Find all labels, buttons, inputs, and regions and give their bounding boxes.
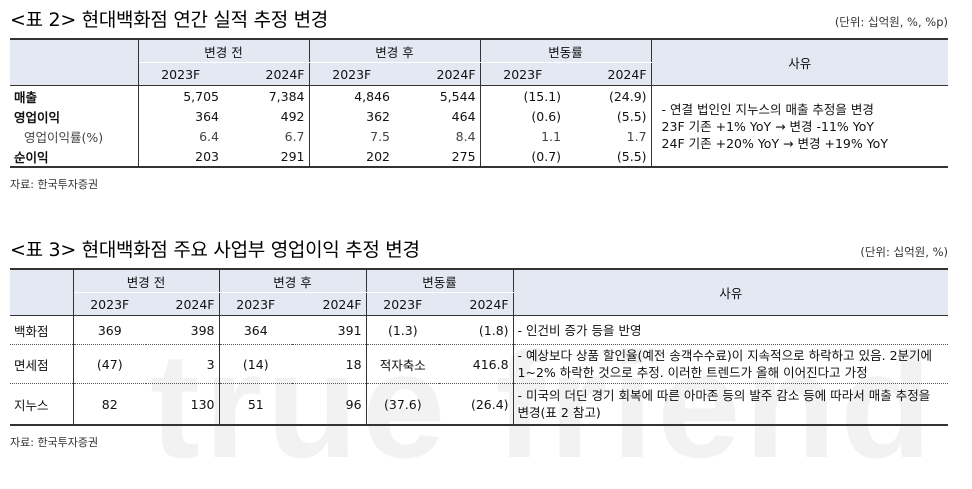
table3-reason: - 예상보다 상품 할인율(예전 송객수수료)이 지속적으로 하락하고 있음. … [513,344,949,384]
row-label: 매출 [10,85,139,106]
row-label: 백화점 [10,315,74,345]
row-label: 영업이익 [10,106,139,126]
table3-corner [10,268,74,293]
table-row: 영업이익률(%) 6.4 6.7 7.5 8.4 1.1 1.7 [10,126,948,146]
table3-title: <표 3> 현대백화점 주요 사업부 영업이익 추정 변경 [10,239,420,261]
table2-reason-header: 사유 [651,38,949,86]
table-row: 매출 5,705 7,384 4,846 5,544 (15.1) (24.9)… [10,85,949,168]
table3: 변경 전 변경 후 변동률 사유 2023F 2024F 2023F 2024F… [10,268,949,426]
table3-reason: - 미국의 더딘 경기 회복에 따른 아마존 등의 발주 감소 등에 따라서 매… [513,383,949,426]
table3-group-change: 변동률 [366,268,514,293]
row-label: 면세점 [10,344,74,384]
table3-group-after: 변경 후 [219,268,367,293]
table2-title: <표 2> 현대백화점 연간 실적 추정 변경 [10,9,328,31]
table2-reason: - 연결 법인인 지누스의 매출 추정을 변경 23F 기존 +1% YoY →… [651,85,949,168]
table3-reason: - 인건비 증가 등을 반영 [513,315,949,345]
table-row: 순이익 203 291 202 275 (0.7) (5.5) [10,146,948,168]
table2-year: 2023F [480,62,566,86]
table3-section: <표 3> 현대백화점 주요 사업부 영업이익 추정 변경 (단위: 십억원, … [10,236,949,450]
table3-source: 자료: 한국투자증권 [10,436,99,449]
table2-year: 2023F [309,62,395,86]
table3-reason-header: 사유 [513,268,949,316]
table2-year: 2024F [394,62,481,86]
table3-year: 2023F [366,292,440,316]
table3-group-before: 변경 전 [73,268,220,293]
table2: 변경 전 변경 후 변동률 사유 2023F 2024F 2023F 2024F… [10,38,949,168]
table3-year: 2023F [219,292,293,316]
table2-year: 2024F [565,62,652,86]
table-row: 면세점 (47) 3 (14) 18 적자축소 416.8 - 예상보다 상품 … [10,344,949,384]
table2-group-before: 변경 전 [138,38,310,63]
table2-group-after: 변경 후 [309,38,481,63]
table2-unit: (단위: 십억원, %, %p) [834,15,948,29]
row-label: 순이익 [10,146,139,168]
row-label: 지누스 [10,383,74,426]
table2-source: 자료: 한국투자증권 [10,178,99,191]
table2-year: 2023F [138,62,223,86]
table-row: 지누스 82 130 51 96 (37.6) (26.4) - 미국의 더딘 … [10,383,949,426]
table3-year: 2024F [292,292,367,316]
table2-group-change: 변동률 [480,38,652,63]
table3-year: 2024F [439,292,514,316]
table-row: 영업이익 364 492 362 464 (0.6) (5.5) [10,106,948,126]
table-row: 백화점 369 398 364 391 (1.3) (1.8) - 인건비 증가… [10,315,949,345]
table3-unit: (단위: 십억원, %) [860,245,948,259]
table2-year: 2024F [223,62,310,86]
table3-year: 2024F [146,292,220,316]
table2-corner [10,38,139,63]
row-label: 영업이익률(%) [10,126,139,146]
table2-section: <표 2> 현대백화점 연간 실적 추정 변경 (단위: 십억원, %, %p)… [10,6,949,192]
table3-year: 2023F [73,292,146,316]
